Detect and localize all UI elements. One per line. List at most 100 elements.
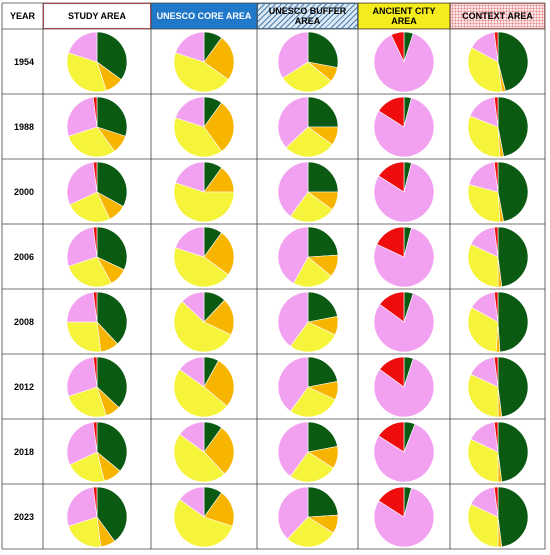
header-unesco-buffer-area: UNESCO BUFFER AREA xyxy=(257,3,358,29)
pie-slice-red xyxy=(378,161,405,193)
pie-chart xyxy=(173,356,235,417)
pie-slice-red xyxy=(390,31,405,62)
pie-chart xyxy=(373,96,435,157)
pie-chart xyxy=(66,356,128,417)
pie-slice-red xyxy=(92,291,98,322)
pie-chart xyxy=(277,226,338,287)
pie-slice-pink xyxy=(179,486,205,518)
pie-slice-yellow xyxy=(467,438,498,482)
pie-slice-red xyxy=(379,291,405,323)
pie-chart xyxy=(66,161,128,222)
pie-chart xyxy=(467,421,528,482)
pie-slice-pink xyxy=(181,291,205,323)
pie-slice-orange xyxy=(203,299,235,335)
pie-slice-pink xyxy=(66,291,98,322)
pie-chart xyxy=(467,356,528,417)
pie-slice-red xyxy=(493,226,498,257)
pie-chart xyxy=(373,31,435,92)
pie-slice-pink xyxy=(277,291,308,347)
pie-chart xyxy=(173,291,235,352)
pie-slice-pink xyxy=(277,161,308,217)
year-label: 1954 xyxy=(14,56,35,67)
pie-slice-darkgreen xyxy=(307,421,338,452)
pie-slice-red xyxy=(378,486,405,518)
pie-slice-pink xyxy=(66,356,98,397)
pie-slice-pink xyxy=(68,31,98,62)
pie-slice-darkgreen xyxy=(96,291,128,344)
pie-slice-pink xyxy=(373,162,435,222)
pie-slice-pink xyxy=(277,356,308,412)
pie-chart xyxy=(373,291,435,352)
pie-slice-yellow xyxy=(286,516,334,547)
pie-slice-red xyxy=(493,421,498,452)
pie-slice-darkgreen xyxy=(497,421,528,482)
pie-chart xyxy=(373,486,435,547)
pie-slice-darkgreen xyxy=(497,96,528,157)
pie-chart xyxy=(277,161,338,222)
pie-slice-yellow xyxy=(173,300,232,352)
pie-slice-yellow xyxy=(289,386,336,417)
pie-slice-darkgreen xyxy=(497,486,528,547)
pie-slice-red xyxy=(493,161,498,192)
pie-slice-yellow xyxy=(289,321,336,352)
pie-chart xyxy=(173,31,235,92)
pie-slice-pink xyxy=(373,423,435,482)
pie-slice-darkgreen xyxy=(497,226,528,287)
pie-slice-red xyxy=(493,356,498,387)
pie-slice-pink xyxy=(277,31,308,78)
pie-chart xyxy=(66,96,128,157)
header-unesco-core-area: UNESCO CORE AREA xyxy=(151,3,257,29)
pie-chart xyxy=(173,486,235,547)
pie-chart xyxy=(173,161,235,222)
pie-slice-yellow xyxy=(69,191,111,222)
pie-slice-darkgreen xyxy=(307,161,338,192)
pie-slice-yellow xyxy=(66,51,107,92)
pie-slice-pink xyxy=(373,487,435,547)
year-label: 2008 xyxy=(14,316,35,327)
pie-slice-yellow xyxy=(467,46,502,92)
pie-slice-pink xyxy=(175,161,205,192)
year-label: 2006 xyxy=(14,251,35,262)
pie-chart xyxy=(277,356,338,417)
pie-slice-pink xyxy=(66,161,98,205)
pie-chart xyxy=(277,96,338,157)
pie-slice-yellow xyxy=(173,433,225,482)
pie-slice-orange xyxy=(203,101,235,152)
year-label: 2012 xyxy=(14,381,35,392)
pie-slice-pink xyxy=(66,226,98,267)
pie-slice-pink xyxy=(179,356,205,388)
pie-slice-orange xyxy=(203,491,235,527)
pie-slice-darkgreen xyxy=(96,226,128,270)
pie-chart xyxy=(373,161,435,222)
pie-slice-yellow xyxy=(173,181,235,222)
pie-slice-yellow xyxy=(68,126,116,157)
pie-slice-yellow xyxy=(467,115,500,157)
pie-slice-darkgreen xyxy=(497,31,528,91)
pie-slice-pink xyxy=(373,292,435,352)
pie-slice-red xyxy=(92,96,98,127)
pie-slice-darkgreen xyxy=(96,486,128,542)
pie-chart xyxy=(173,226,235,287)
pie-slice-pink xyxy=(175,96,205,127)
pie-chart xyxy=(373,356,435,417)
pie-chart xyxy=(277,421,338,482)
pie-slice-pink xyxy=(373,357,435,417)
pie-slice-orange xyxy=(203,36,235,80)
pie-chart xyxy=(373,421,435,482)
year-label: 2000 xyxy=(14,186,35,197)
year-label: 2018 xyxy=(14,446,35,457)
pie-chart xyxy=(467,291,528,352)
pie-slice-yellow xyxy=(292,256,332,287)
year-label: 2023 xyxy=(14,511,35,522)
pie-chart xyxy=(66,291,128,352)
pie-slice-yellow xyxy=(467,306,498,352)
pie-slice-yellow xyxy=(173,368,228,417)
pie-slice-darkgreen xyxy=(96,356,128,408)
pie-slice-darkgreen xyxy=(307,96,338,127)
pie-slice-yellow xyxy=(289,191,333,222)
pie-slice-darkgreen xyxy=(96,96,128,137)
pie-slice-yellow xyxy=(68,386,107,417)
pie-slice-darkgreen xyxy=(497,161,528,222)
pie-slice-red xyxy=(378,96,405,128)
